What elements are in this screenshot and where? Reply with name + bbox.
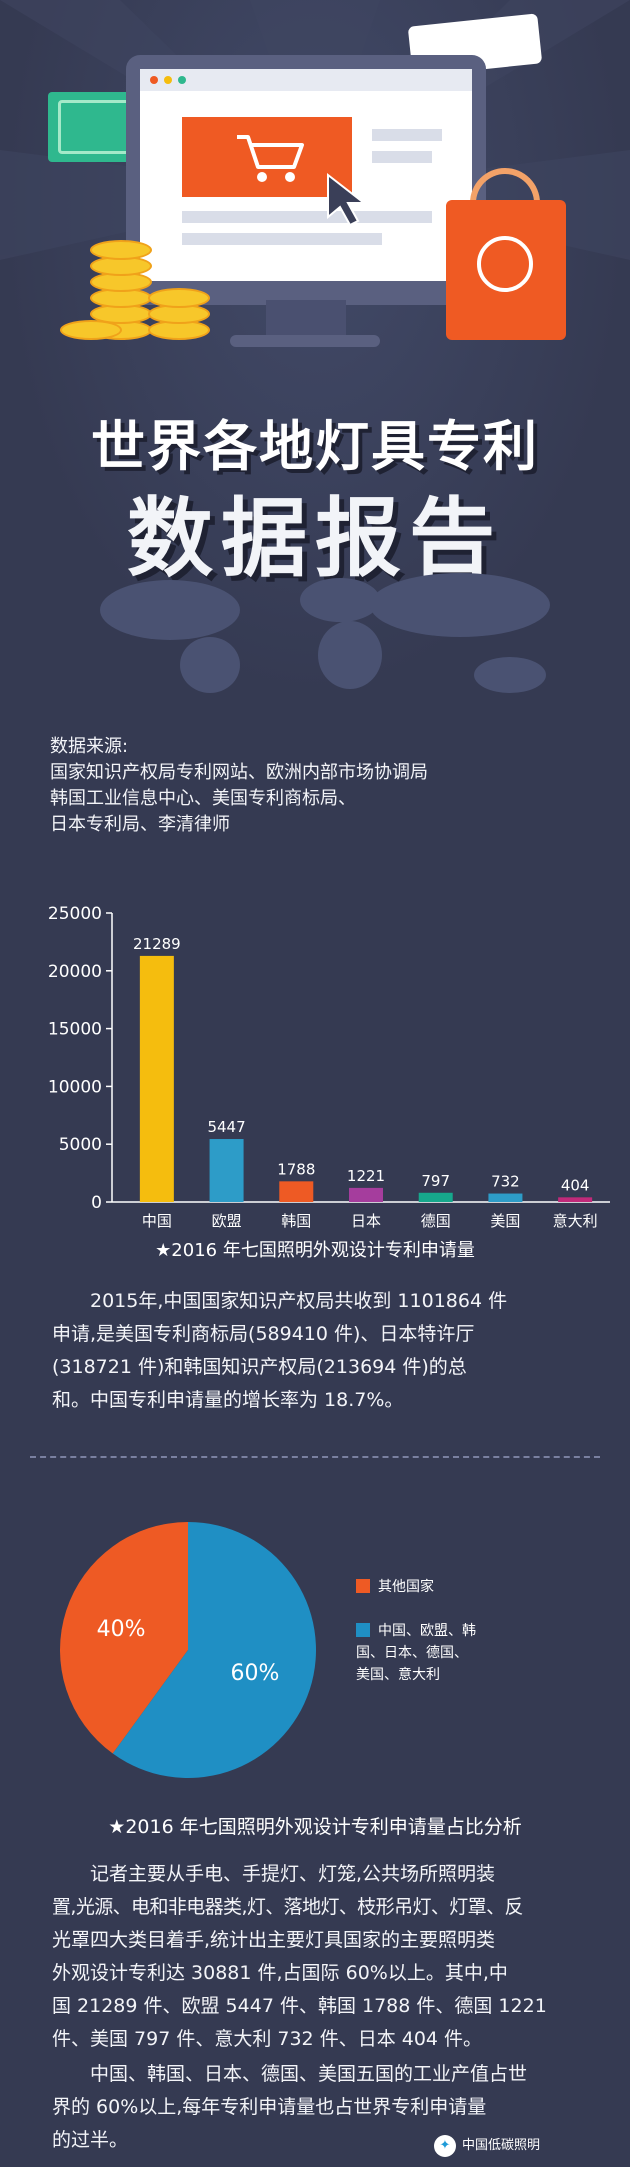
- bar: [209, 1139, 244, 1202]
- x-tick-label: 欧盟: [212, 1212, 242, 1230]
- paragraph-line: 中国、韩国、日本、德国、美国五国的工业产值占世: [90, 2063, 528, 2085]
- bar-data-label: 404: [561, 1176, 590, 1194]
- hero-title-line1: 世界各地灯具专利: [91, 415, 539, 478]
- bar: [139, 955, 174, 1202]
- paragraph-line: 界的 60%以上,每年专利申请量也占世界专利申请量: [52, 2096, 487, 2118]
- x-tick-label: 韩国: [281, 1212, 311, 1230]
- legend-swatch: [356, 1623, 370, 1637]
- legend-label: 国、日本、德国、: [356, 1645, 468, 1661]
- paragraph-line: 记者主要从手电、手提灯、灯笼,公共场所照明装: [90, 1863, 496, 1885]
- bar: [349, 1187, 383, 1202]
- pie-legend-item-others: 其他国家: [356, 1576, 434, 1598]
- paragraph-line: 和。中国专利申请量的增长率为 18.7%。: [52, 1389, 404, 1411]
- hero-title-line2: 数据报告: [127, 489, 503, 589]
- source-line: 日本专利局、李清律师: [50, 814, 230, 835]
- pie-legend-item-seven: 中国、欧盟、韩 国、日本、德国、 美国、意大利: [356, 1620, 476, 1686]
- dashed-divider: [30, 1456, 600, 1458]
- pie-slice: [60, 1522, 188, 1754]
- legend-label: 美国、意大利: [356, 1667, 440, 1683]
- y-tick-label: 25000: [48, 904, 102, 924]
- bar: [488, 1193, 523, 1202]
- bar-data-label: 5447: [207, 1118, 245, 1136]
- legend-swatch: [356, 1579, 370, 1593]
- bar-data-label: 732: [491, 1173, 520, 1191]
- pie-chart-caption: ★2016 年七国照明外观设计专利申请量占比分析: [108, 1816, 522, 1838]
- x-tick-label: 日本: [351, 1212, 381, 1230]
- paragraph-lighting-patents: 记者主要从手电、手提灯、灯笼,公共场所照明装 置,光源、电和非电器类,灯、落地灯…: [52, 1858, 584, 2056]
- pie-slice-label: 40%: [97, 1617, 146, 1642]
- y-tick-label: 10000: [48, 1077, 102, 1097]
- bar-data-label: 1788: [277, 1160, 315, 1178]
- paragraph-line: 件、美国 797 件、意大利 732 件、日本 404 件。: [52, 2028, 483, 2050]
- bar: [558, 1197, 593, 1202]
- pie-chart: 40% 60% 其他国家 中国、欧盟、韩 国、日本、德国、 美国、意大利: [0, 1490, 630, 1820]
- pie-chart-svg: 40% 60%: [60, 1522, 317, 1778]
- y-tick-label: 5000: [59, 1135, 102, 1155]
- paragraph-line: 外观设计专利达 30881 件,占国际 60%以上。其中,中: [52, 1962, 508, 1984]
- bar-data-label: 797: [421, 1172, 450, 1190]
- y-tick-label: 0: [91, 1193, 102, 1213]
- source-line: 国家知识产权局专利网站、欧洲内部市场协调局: [50, 762, 428, 783]
- monitor-icon: [126, 55, 486, 305]
- bar: [279, 1181, 314, 1202]
- cursor-arrow-icon: [327, 172, 367, 227]
- source-line: 韩国工业信息中心、美国专利商标局、: [50, 788, 356, 809]
- paragraph-line: 申请,是美国专利商标局(589410 件)、日本特许厅: [52, 1323, 475, 1345]
- hero-banner: 世界各地灯具专利 数据报告: [0, 0, 630, 700]
- pie-slice: [112, 1522, 317, 1778]
- paragraph-five-countries: 中国、韩国、日本、德国、美国五国的工业产值占世 界的 60%以上,每年专利申请量…: [52, 2058, 584, 2157]
- paragraph-line: 的过半。: [52, 2129, 129, 2151]
- x-tick-label: 中国: [142, 1212, 172, 1230]
- bar-chart: 0 5000 10000 15000 20000 25000 21289 中国 5447 欧盟 17…: [0, 895, 630, 1235]
- legend-label: 中国、欧盟、韩: [378, 1623, 476, 1639]
- paragraph-line: (318721 件)和韩国知识产权局(213694 件)的总: [52, 1356, 467, 1378]
- cart-icon: [182, 117, 352, 197]
- y-tick-label: 15000: [48, 1020, 102, 1040]
- paragraph-line: 光罩四大类目着手,统计出主要灯具国家的主要照明类: [52, 1929, 496, 1951]
- bar: [418, 1192, 453, 1202]
- paragraph-patent-2015: 2015年,中国国家知识产权局共收到 1101864 件 申请,是美国专利商标局…: [52, 1285, 584, 1417]
- bar-data-label: 21289: [133, 935, 181, 953]
- y-tick-label: 20000: [48, 962, 102, 982]
- data-source-block: 数据来源: 国家知识产权局专利网站、欧洲内部市场协调局 韩国工业信息中心、美国专…: [50, 734, 590, 838]
- world-map-icon: [100, 573, 550, 693]
- bar-chart-caption: ★2016 年七国照明外观设计专利申请量: [155, 1240, 475, 1261]
- legend-label: 其他国家: [378, 1579, 434, 1595]
- source-heading: 数据来源:: [50, 736, 129, 757]
- x-tick-label: 美国: [490, 1212, 520, 1230]
- bar-chart-svg: 0 5000 10000 15000 20000 25000 21289 中国 5447 欧盟 17…: [48, 904, 610, 1230]
- wechat-icon: ✦: [434, 2134, 456, 2157]
- bar-data-label: 1221: [347, 1167, 385, 1185]
- footer-account[interactable]: ✦ 中国低碳照明: [434, 2134, 540, 2157]
- monitor-screen: [140, 69, 472, 281]
- footer-label: 中国低碳照明: [462, 2138, 541, 2153]
- globe-icon: [477, 236, 533, 292]
- pie-slice-label: 60%: [231, 1661, 280, 1686]
- paragraph-line: 2015年,中国国家知识产权局共收到 1101864 件: [90, 1290, 508, 1312]
- x-tick-label: 德国: [421, 1212, 451, 1230]
- paragraph-line: 置,光源、电和非电器类,灯、落地灯、枝形吊灯、灯罩、反: [52, 1896, 523, 1918]
- paragraph-line: 国 21289 件、欧盟 5447 件、韩国 1788 件、德国 1221: [52, 1995, 547, 2017]
- x-tick-label: 意大利: [553, 1212, 598, 1230]
